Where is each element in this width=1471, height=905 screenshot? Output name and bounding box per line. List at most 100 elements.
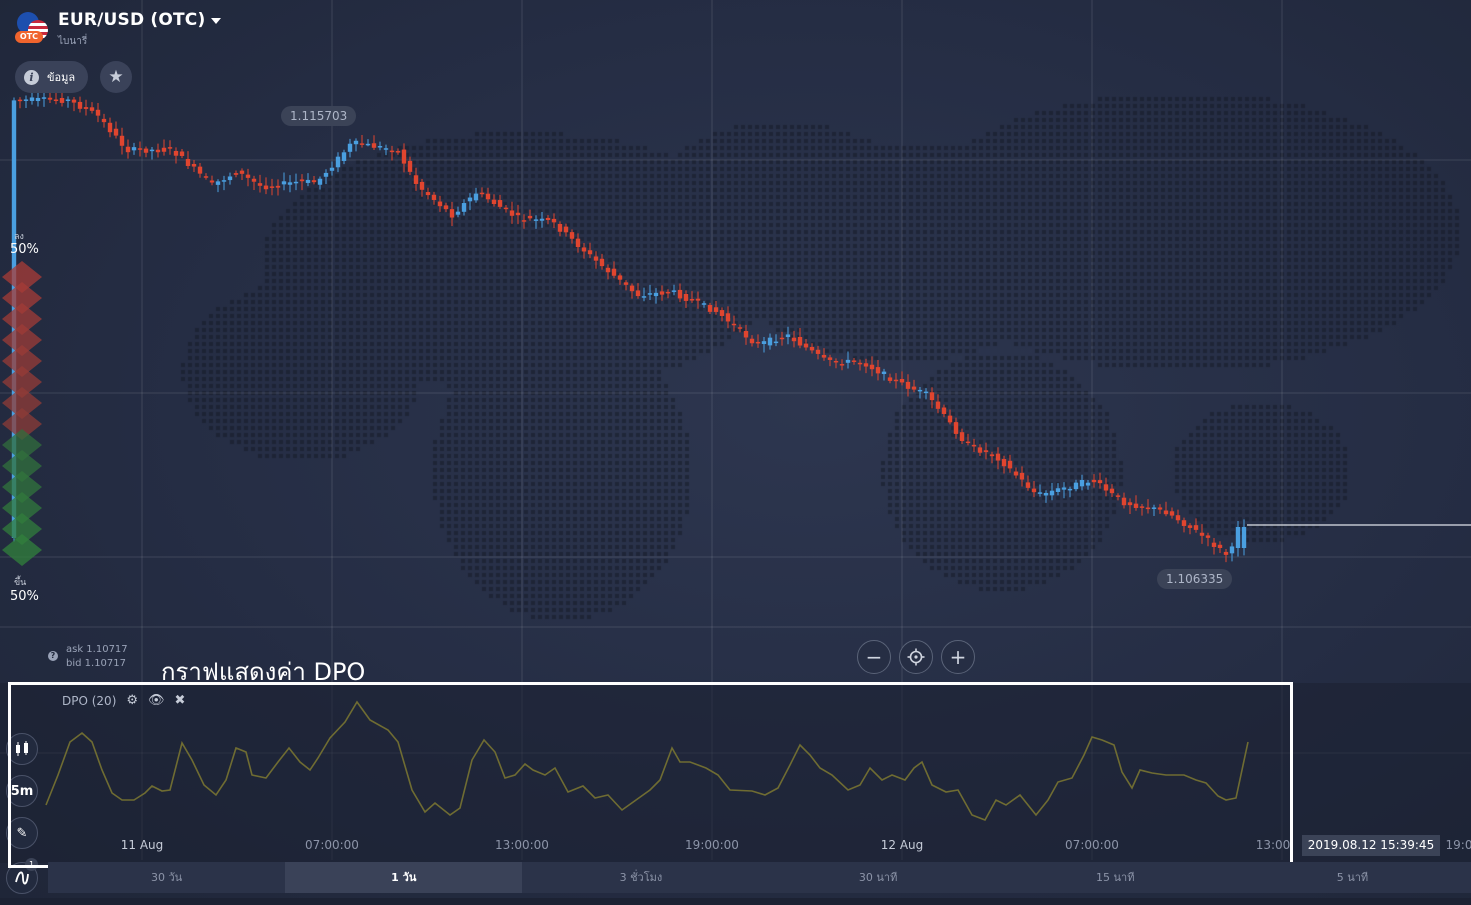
candle-body — [155, 149, 161, 153]
candle-body — [257, 183, 263, 186]
wave-icon — [15, 871, 29, 885]
candle-body — [719, 310, 725, 316]
candle-body — [995, 453, 1001, 461]
candle-body — [1049, 490, 1055, 496]
period-30d[interactable]: 30 วัน — [150, 871, 183, 884]
candle-body — [215, 181, 221, 185]
candle-body — [1163, 510, 1169, 515]
candle-body — [653, 292, 659, 297]
gear-icon[interactable]: ⚙ — [126, 693, 139, 708]
candle-body — [413, 175, 419, 184]
candle-body — [479, 192, 485, 195]
candle-body — [1181, 520, 1187, 526]
candle-body — [929, 392, 935, 401]
info-button-label: ข้อมูล — [47, 71, 76, 84]
candle-body — [893, 379, 899, 382]
help-icon[interactable]: ? — [48, 651, 58, 661]
candle-body — [1121, 497, 1127, 506]
time-axis-label: 12 Aug — [880, 838, 924, 852]
zoom-in-button[interactable]: + — [941, 640, 975, 674]
candle-body — [875, 367, 881, 374]
candle-body — [533, 219, 539, 221]
candle-body — [1211, 542, 1217, 547]
candle-body — [827, 357, 833, 360]
period-1d[interactable]: 1 วัน — [285, 862, 523, 893]
candle-body — [659, 291, 665, 295]
period-15m[interactable]: 15 นาที — [1096, 871, 1135, 884]
candle-body — [1007, 460, 1013, 469]
candle-body — [1157, 507, 1163, 510]
candle-body — [1235, 527, 1241, 548]
candlestick-icon — [16, 741, 28, 756]
candle-body — [1127, 502, 1133, 506]
candle-body — [395, 151, 401, 153]
candle-body — [617, 275, 623, 280]
candle-body — [1241, 527, 1247, 548]
candle-body — [197, 166, 203, 174]
candle-body — [569, 232, 575, 239]
otc-badge: OTC — [15, 31, 43, 43]
candle-body — [689, 299, 695, 301]
period-3h[interactable]: 3 ชั่วโมง — [619, 871, 663, 884]
info-button[interactable]: i ข้อมูล — [15, 61, 88, 93]
candle-body — [857, 362, 863, 365]
eye-icon[interactable]: 👁 — [148, 693, 165, 708]
candle-body — [1145, 507, 1151, 510]
candle-body — [431, 194, 437, 200]
candle-body — [71, 99, 77, 103]
candle-body — [371, 143, 377, 148]
candle-body — [911, 386, 917, 390]
bottom-border — [0, 898, 1471, 905]
candle-body — [179, 151, 185, 156]
favorite-button[interactable]: ★ — [100, 61, 132, 93]
period-5m[interactable]: 5 นาที — [1336, 871, 1369, 884]
indicator-label: DPO (20) — [62, 693, 117, 708]
candle-body — [359, 143, 365, 145]
asset-selector[interactable]: OTC EUR/USD (OTC) ไบนารี่ — [14, 10, 222, 49]
candle-body — [377, 146, 383, 148]
candle-body — [677, 289, 683, 299]
sentiment-down-chevron — [2, 366, 42, 398]
candle-body — [791, 337, 797, 342]
chart-type-button[interactable] — [6, 733, 38, 765]
interval-button[interactable]: 5m — [6, 775, 38, 807]
candle-body — [917, 389, 923, 392]
candle-body — [701, 303, 707, 305]
ask-price: ask 1.10717 — [66, 644, 128, 655]
candle-body — [1133, 503, 1139, 508]
candle-body — [959, 432, 965, 441]
candle-body — [881, 371, 887, 375]
sentiment-down-chevron — [2, 282, 42, 314]
close-icon[interactable]: ✖ — [174, 693, 186, 708]
recenter-button[interactable] — [899, 640, 933, 674]
candle-body — [1091, 479, 1097, 483]
candle-body — [443, 205, 449, 210]
period-30m[interactable]: 30 นาที — [858, 871, 898, 884]
sentiment-down-pct: 50% — [10, 242, 39, 257]
candle-body — [599, 258, 605, 267]
candle-body — [227, 176, 233, 181]
candle-body — [425, 192, 431, 196]
candle-body — [773, 341, 779, 344]
candle-body — [605, 267, 611, 273]
asset-title[interactable]: EUR/USD (OTC) — [58, 10, 206, 30]
candle-body — [311, 180, 317, 183]
candle-body — [971, 444, 977, 447]
low-price-tag: 1.106335 — [1157, 569, 1233, 589]
draw-tool-button[interactable]: ✎ — [6, 817, 38, 849]
candle-body — [191, 163, 197, 167]
period-selector[interactable]: 30 วัน 1 วัน 3 ชั่วโมง 30 นาที 15 นาที 5… — [48, 862, 1471, 893]
candle-body — [23, 99, 29, 101]
candle-body — [557, 223, 563, 232]
star-icon: ★ — [108, 67, 124, 87]
pencil-icon: ✎ — [16, 825, 28, 841]
zoom-out-button[interactable]: − — [857, 640, 891, 674]
candle-body — [923, 391, 929, 394]
chevron-down-icon[interactable] — [211, 17, 222, 24]
dpo-caption: กราฟแสดงค่า DPO — [161, 658, 366, 686]
candle-body — [1199, 532, 1205, 536]
candle-body — [347, 143, 353, 152]
time-axis-label: 13:00:00 — [495, 838, 549, 852]
